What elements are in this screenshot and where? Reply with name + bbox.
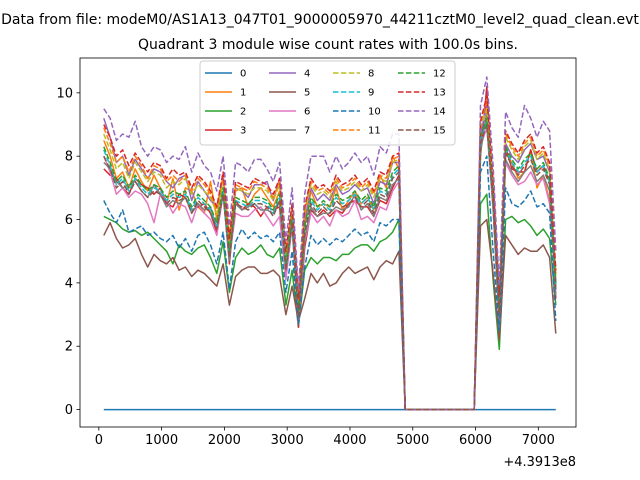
x-tick-label: 2000 — [208, 433, 241, 448]
series-line-14 — [103, 76, 557, 411]
chart-title: Quadrant 3 module wise count rates with … — [138, 37, 518, 53]
y-tick-label: 10 — [56, 86, 73, 101]
y-tick-label: 0 — [65, 403, 73, 418]
legend-label-6: 6 — [304, 107, 310, 118]
series-line-5 — [103, 218, 557, 411]
x-tick-label: 5000 — [396, 433, 429, 448]
series-lines — [103, 76, 557, 411]
legend-box — [199, 60, 456, 146]
figure-suptitle: Data from file: modeM0/AS1A13_047T01_900… — [1, 12, 639, 28]
legend-label-13: 13 — [433, 88, 446, 99]
legend-label-9: 9 — [368, 88, 374, 99]
legend-label-15: 15 — [433, 126, 446, 137]
legend-label-0: 0 — [240, 69, 246, 80]
legend-label-11: 11 — [368, 126, 381, 137]
legend-label-2: 2 — [240, 107, 246, 118]
legend-label-3: 3 — [240, 126, 246, 137]
y-tick-label: 2 — [65, 340, 73, 355]
x-tick-label: 1000 — [145, 433, 178, 448]
legend-label-8: 8 — [368, 69, 374, 80]
plot-area: 0 1000 2000 3000 4000 5000 6000 700002468100123… — [56, 57, 577, 448]
legend-label-14: 14 — [433, 107, 446, 118]
legend-label-1: 1 — [240, 88, 246, 99]
x-tick-label: 7000 — [522, 433, 555, 448]
x-tick-label: 4000 — [333, 433, 366, 448]
series-line-15 — [103, 123, 557, 411]
legend-label-7: 7 — [304, 126, 310, 137]
y-tick-label: 8 — [65, 150, 73, 165]
x-offset-label: +4.3913e8 — [503, 455, 576, 470]
x-tick-label: 3000 — [271, 433, 304, 448]
legend-label-12: 12 — [433, 69, 446, 80]
y-tick-label: 6 — [65, 213, 73, 228]
axes-frame — [79, 57, 577, 428]
legend-label-10: 10 — [368, 107, 381, 118]
x-tick-label: 6000 — [459, 433, 492, 448]
y-tick-label: 4 — [65, 276, 73, 291]
legend-label-4: 4 — [304, 69, 310, 80]
x-tick-label: 0 — [95, 433, 103, 448]
legend-label-5: 5 — [304, 88, 310, 99]
series-line-10 — [103, 155, 557, 411]
